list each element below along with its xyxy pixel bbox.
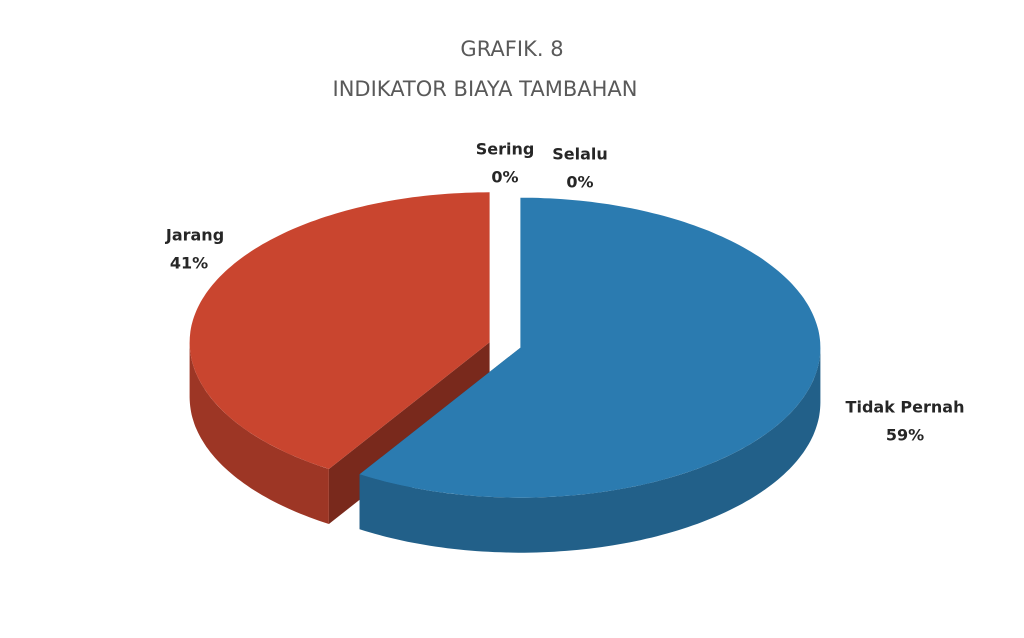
slice [189,192,490,470]
slice-value-label: 41% [170,254,208,273]
slice [359,197,821,498]
slice-label: Selalu [552,145,608,164]
slice-label: Jarang [165,226,224,245]
slice-side [189,342,329,524]
slice-label: Tidak Pernah [846,398,965,417]
chart-subtitle: INDIKATOR BIAYA TAMBAHAN [333,77,638,101]
slice-label: Sering [476,140,535,159]
slice-value-label: 59% [886,426,924,445]
slice-side [359,347,821,553]
slice-value-label: 0% [491,168,518,187]
slice-value-label: 0% [566,173,593,192]
chart-title: GRAFIK. 8 [460,37,563,61]
